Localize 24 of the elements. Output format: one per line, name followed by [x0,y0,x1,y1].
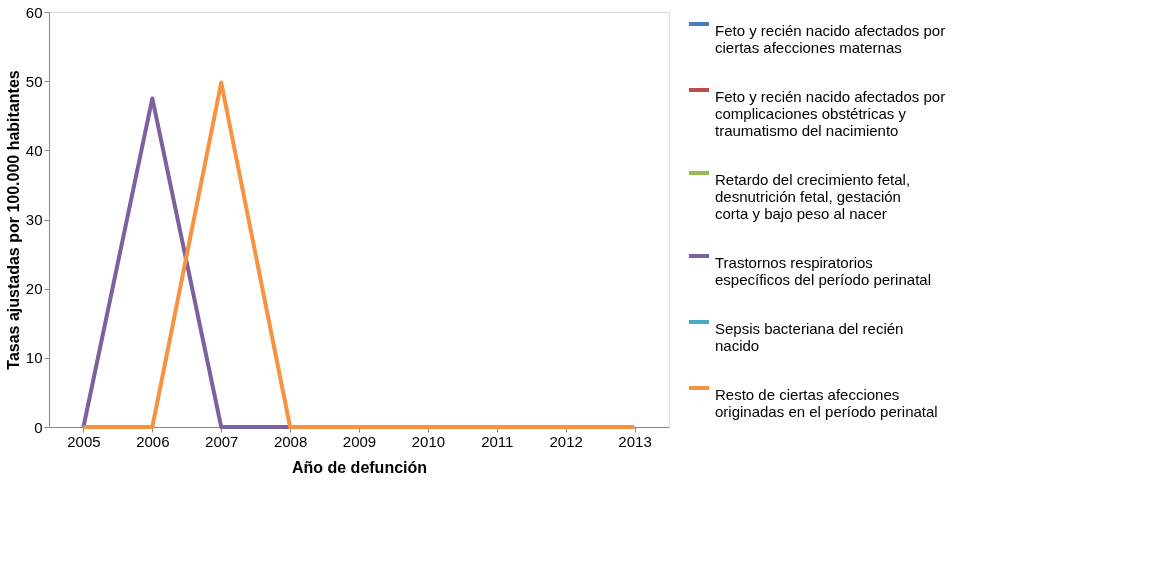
x-axis-title: Año de defunción [291,458,428,476]
x-tick-label: 2006 [136,432,170,450]
legend-label: Feto y recién nacido afectados por complicaciones obstétricas y traumatismo del nacimiento [715,88,946,139]
y-tick-label: 0 [34,418,43,436]
x-tick-label: 2008 [273,432,308,450]
y-axis-title: Tasas ajustadas por 100.000 habitantes [4,70,22,370]
y-tick-label: 20 [25,280,43,298]
x-tick-label: 2007 [205,432,239,450]
legend-label: Trastornos respiratorios específicos del período perinatal [715,254,931,288]
y-tick-label: 30 [25,211,43,228]
x-tick-label: 2013 [618,432,652,450]
x-tick-label: 2005 [67,432,101,450]
x-tick-label: 2010 [411,432,446,450]
y-tick-label: 10 [25,349,43,367]
x-tick-label: 2009 [342,432,377,450]
y-tick-label: 60 [25,3,43,21]
y-tick-label: 40 [25,141,43,159]
legend-label: Retardo del crecimiento fetal, desnutrición fetal, gestación corta y bajo peso al nacer [715,171,911,222]
y-tick-label: 50 [25,72,43,90]
x-tick-label: 2011 [481,432,514,450]
legend-label: Feto y recién nacido afectados por ciertas afecciones maternas [715,22,946,56]
x-tick-label: 2012 [549,432,583,450]
legend-label: Resto de ciertas afecciones originadas en el período perinatal [715,386,938,420]
legend-label: Sepsis bacteriana del recién nacido [715,320,904,354]
